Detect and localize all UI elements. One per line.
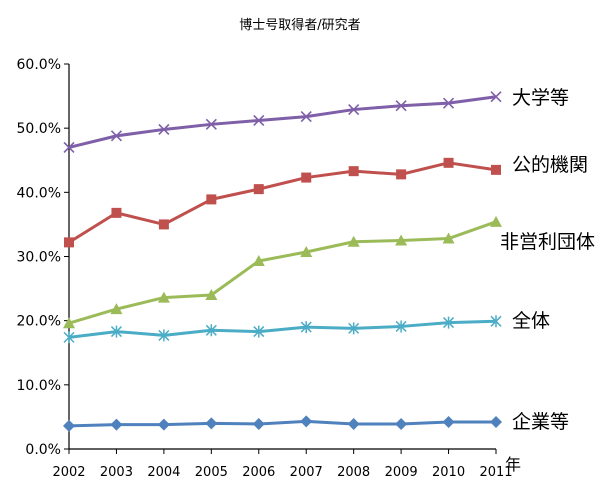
x-tick-label: 2006 bbox=[242, 465, 275, 480]
series-3 bbox=[63, 315, 502, 344]
x-tick-label: 2007 bbox=[290, 465, 323, 480]
series-4 bbox=[63, 415, 502, 432]
series-line bbox=[68, 161, 497, 244]
y-tick-label: 10.0% bbox=[17, 378, 61, 394]
data-point bbox=[443, 316, 455, 329]
y-tick-label: 30.0% bbox=[17, 250, 61, 266]
y-tick-label: 0.0% bbox=[25, 442, 61, 458]
series-label: 全体 bbox=[512, 310, 550, 332]
data-point bbox=[300, 321, 312, 334]
series-line bbox=[68, 419, 496, 428]
data-point bbox=[205, 118, 217, 130]
data-point bbox=[205, 289, 218, 300]
series-1 bbox=[64, 157, 501, 248]
data-point bbox=[442, 232, 455, 244]
y-tick-label: 60.0% bbox=[17, 57, 61, 73]
data-point bbox=[111, 207, 122, 218]
x-tick-label: 2004 bbox=[147, 465, 180, 480]
series-line bbox=[68, 95, 497, 149]
data-point bbox=[395, 320, 407, 333]
y-tick-label: 20.0% bbox=[17, 314, 61, 330]
data-point bbox=[253, 325, 265, 338]
series-2 bbox=[63, 215, 502, 329]
data-point bbox=[348, 166, 359, 177]
data-point bbox=[347, 417, 360, 430]
data-point bbox=[348, 322, 360, 335]
data-point bbox=[395, 234, 408, 246]
data-point bbox=[300, 415, 313, 428]
data-point bbox=[63, 141, 75, 153]
data-point bbox=[252, 254, 265, 266]
data-point bbox=[253, 114, 265, 127]
data-point bbox=[158, 219, 169, 230]
data-point bbox=[205, 324, 217, 337]
series-layer bbox=[63, 91, 502, 432]
data-point bbox=[206, 194, 217, 205]
series-label: 非営利団体 bbox=[500, 231, 595, 253]
data-point bbox=[395, 100, 407, 112]
data-point bbox=[301, 172, 312, 183]
data-point bbox=[110, 325, 122, 338]
data-point bbox=[110, 130, 123, 142]
y-tick-label: 40.0% bbox=[17, 185, 61, 201]
data-point bbox=[442, 416, 455, 429]
x-tick-label: 2010 bbox=[432, 465, 465, 480]
data-point bbox=[490, 315, 502, 328]
data-point bbox=[110, 303, 123, 315]
x-tick-label: 2011 bbox=[479, 465, 512, 480]
x-tick-label: 2009 bbox=[385, 465, 418, 480]
data-point bbox=[205, 417, 218, 430]
data-point bbox=[491, 164, 501, 175]
data-point bbox=[158, 123, 170, 136]
data-point bbox=[442, 97, 455, 109]
data-point bbox=[110, 418, 123, 431]
x-tick-label: 2008 bbox=[337, 465, 370, 480]
data-point bbox=[300, 111, 312, 123]
x-axis-label: 年 bbox=[505, 455, 521, 474]
data-point bbox=[300, 246, 313, 258]
data-point bbox=[252, 417, 265, 430]
data-point bbox=[396, 169, 407, 180]
axes: 0.0% 10.0% 20.0% 30.0% 40.0% 50.0% 60.0% 2002 20… bbox=[17, 57, 522, 480]
data-point bbox=[348, 103, 360, 116]
data-point bbox=[490, 215, 502, 227]
data-point bbox=[63, 317, 75, 329]
data-point bbox=[157, 291, 170, 303]
series-line bbox=[68, 220, 497, 325]
data-point bbox=[347, 235, 360, 247]
x-tick-label: 2005 bbox=[195, 465, 228, 480]
data-point bbox=[63, 331, 75, 344]
series-label: 企業等 bbox=[512, 411, 569, 433]
series-0 bbox=[63, 91, 502, 153]
data-point bbox=[63, 419, 75, 432]
data-point bbox=[157, 418, 170, 431]
series-label: 公的機関 bbox=[512, 154, 588, 176]
data-point bbox=[490, 416, 502, 429]
data-point bbox=[253, 184, 264, 195]
data-point bbox=[490, 91, 502, 103]
series-line bbox=[68, 319, 497, 339]
y-tick-label: 50.0% bbox=[17, 121, 61, 137]
data-point bbox=[443, 157, 454, 168]
data-point bbox=[395, 417, 408, 430]
series-label: 大学等 bbox=[512, 87, 569, 109]
x-tick-label: 2002 bbox=[52, 465, 85, 480]
data-point bbox=[64, 237, 74, 248]
data-point bbox=[158, 329, 170, 342]
chart-title: 博士号取得者/研究者 bbox=[239, 18, 361, 33]
x-tick-label: 2003 bbox=[100, 465, 133, 480]
